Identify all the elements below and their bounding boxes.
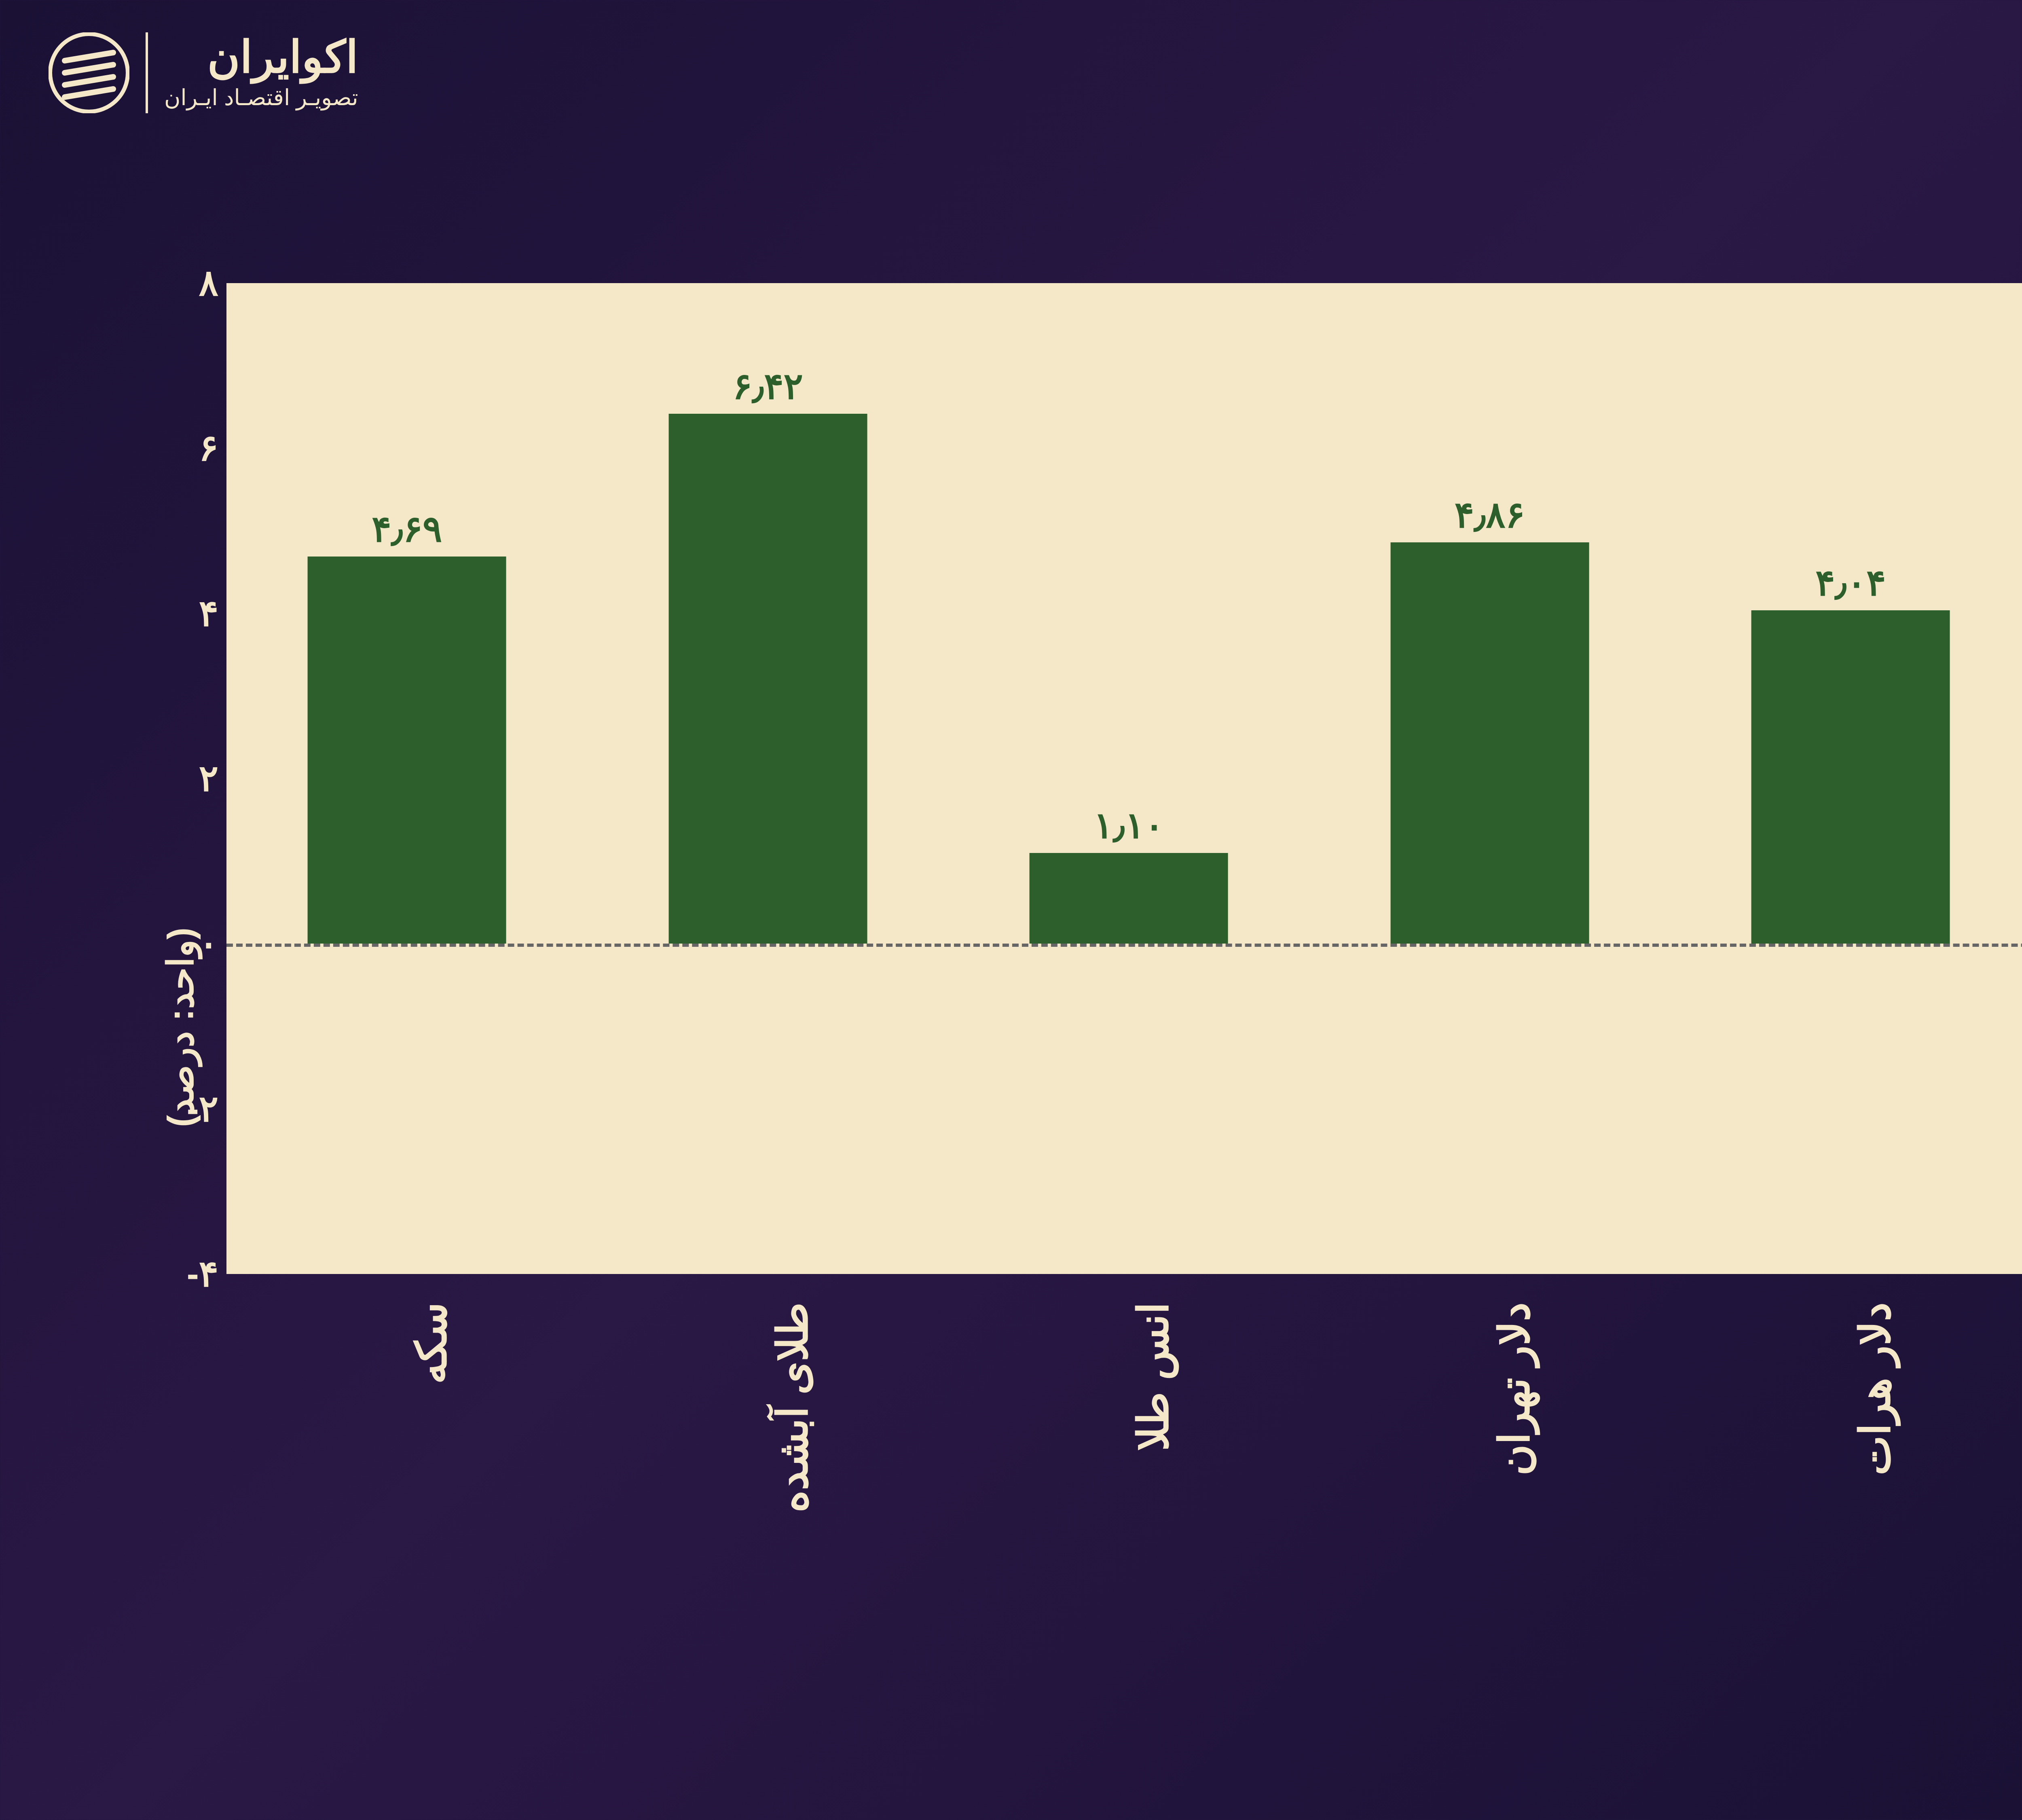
x-label-slot: انس طلا [948,1282,1309,1767]
x-label: دلار هرات [1851,1302,1900,1475]
bar [1390,542,1589,944]
header: بازدهی بازارها در هفته منتهی به دوم اسفن… [49,32,2022,237]
logo: اکوایران تصویـر اقتصـاد ایـران [49,32,358,113]
bar [668,414,867,944]
y-tick: ۴ [199,592,218,635]
x-label-slot: سکه [226,1282,588,1767]
logo-text: اکوایران تصویـر اقتصـاد ایـران [164,35,358,110]
bar-slot: ۱٫۱۰ [948,283,1309,1274]
bar-slot: ۴٫۸۶ [1309,283,1671,1274]
bar-slot: ۶٫۴۲ [588,283,949,1274]
bar [1751,610,1950,944]
y-tick: -۲ [187,1088,218,1130]
bar-value-label: ۴٫۶۹ [372,508,442,550]
logo-brand: اکوایران [164,35,358,80]
logo-icon [49,32,129,113]
y-tick: ۰ [199,923,218,965]
plot-area: ۴٫۶۹۶٫۴۲۱٫۱۰۴٫۸۶۴٫۰۴۰٫۸۸۳٫۴۱-۳٫۱۷ [226,283,2022,1274]
y-tick: ۸ [199,262,218,305]
y-tick: ۲ [199,758,218,800]
x-label-slot: دلار هرات [1670,1282,2022,1767]
bar-value-label: ۴٫۰۴ [1815,562,1886,604]
bars-container: ۴٫۶۹۶٫۴۲۱٫۱۰۴٫۸۶۴٫۰۴۰٫۸۸۳٫۴۱-۳٫۱۷ [226,283,2022,1274]
x-label-slot: دلار تهران [1309,1282,1671,1767]
bar-value-label: ۴٫۸۶ [1455,494,1525,536]
bar [308,557,506,944]
bar-slot: ۴٫۰۴ [1670,283,2022,1274]
y-tick: -۴ [187,1253,218,1295]
bar-value-label: ۱٫۱۰ [1093,804,1164,847]
x-label-slot: طلای آبشده [588,1282,949,1767]
x-label: طلای آبشده [768,1302,817,1513]
bar-value-label: ۶٫۴۲ [733,365,803,408]
chart: (واحد: درصد) ۸۶۴۲۰-۲-۴ ۴٫۶۹۶٫۴۲۱٫۱۰۴٫۸۶۴… [170,283,2022,1771]
bar [1030,853,1228,944]
bar-slot: ۴٫۶۹ [226,283,588,1274]
x-label: سکه [407,1302,456,1384]
x-axis: سکهطلای آبشدهانس طلادلار تهراندلار هراتد… [226,1282,2022,1767]
y-axis: ۸۶۴۲۰-۲-۴ [170,283,222,1274]
x-label: انس طلا [1129,1302,1178,1451]
y-tick: ۶ [199,427,218,470]
logo-tagline: تصویـر اقتصـاد ایـران [164,85,358,110]
logo-divider [146,32,148,113]
x-label: دلار تهران [1490,1302,1539,1475]
